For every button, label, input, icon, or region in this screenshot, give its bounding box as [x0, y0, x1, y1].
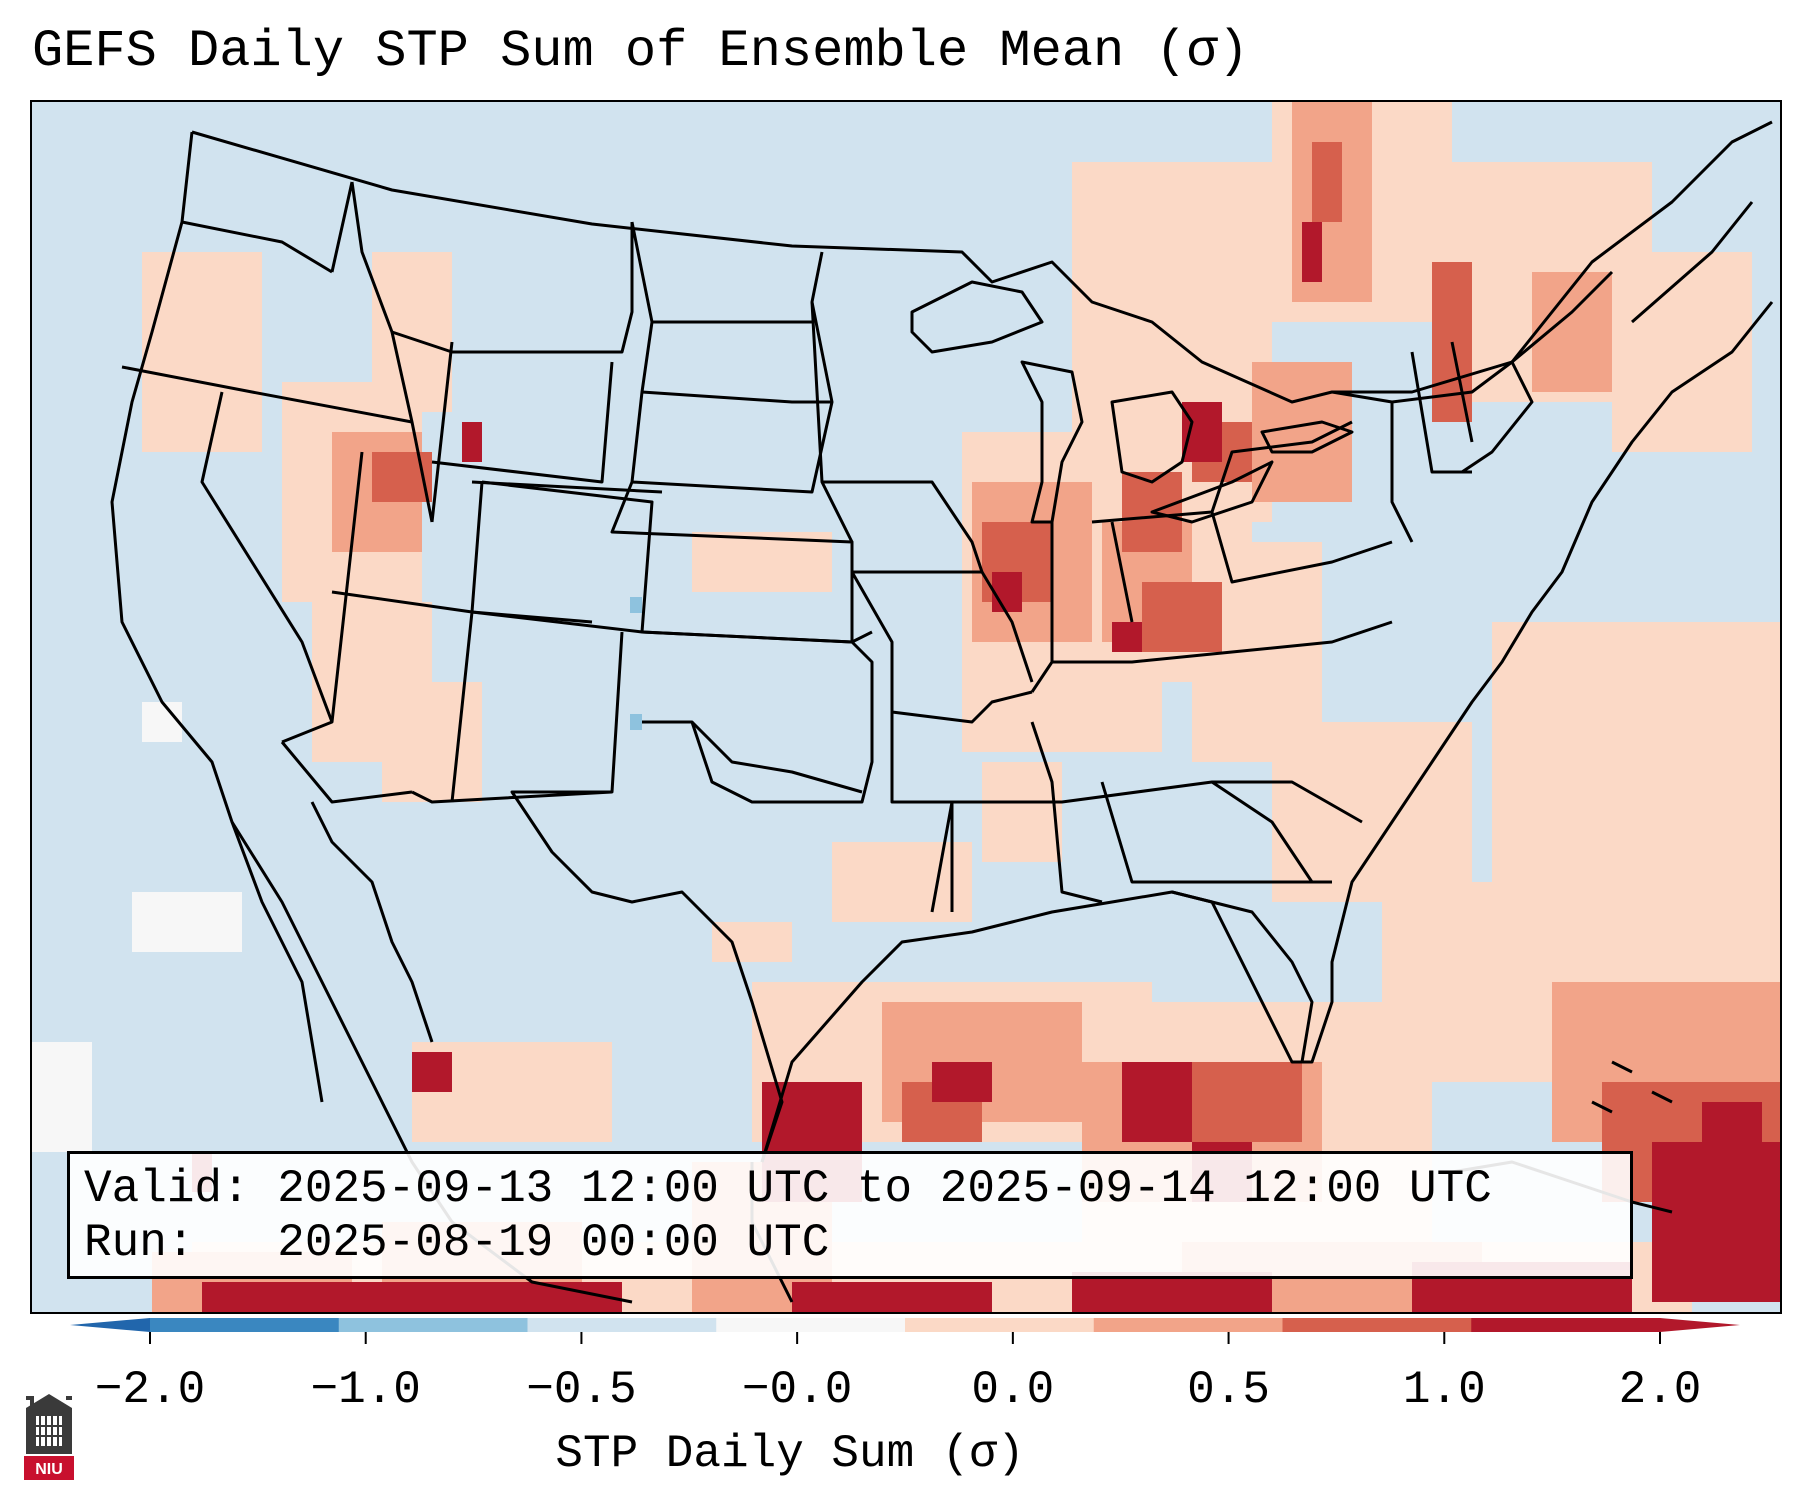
colorbar-extend-high — [1660, 1318, 1740, 1332]
border-dakotas — [630, 221, 834, 494]
shading-negative — [630, 597, 642, 730]
shading-neutral — [32, 702, 242, 1152]
colorbar-bin — [1471, 1318, 1661, 1332]
valid-time-line: Valid: 2025-09-13 12:00 UTC to 2025-09-1… — [84, 1163, 1492, 1215]
great-lakes — [910, 280, 1354, 524]
florida — [1171, 890, 1314, 1063]
colorbar-tick-label: −2.0 — [94, 1364, 206, 1416]
stp-shading-layer — [32, 102, 1780, 1312]
boundary-lines — [110, 120, 1774, 1304]
us-canada-border — [191, 130, 1614, 404]
page-title: GEFS Daily STP Sum of Ensemble Mean (σ) — [32, 22, 1249, 81]
colorbar-tick-label: −0.5 — [526, 1364, 637, 1416]
colorbar-tick-label: −0.0 — [741, 1364, 853, 1416]
border-mt — [391, 222, 634, 354]
colorbar-bin — [338, 1318, 528, 1332]
valid-run-infobox: Valid: 2025-09-13 12:00 UTC to 2025-09-1… — [67, 1151, 1633, 1279]
border-southeast — [930, 620, 1393, 913]
border-or-ca-nv — [121, 365, 413, 424]
colorbar-bins — [150, 1318, 1661, 1332]
border-ne-ks-ok — [610, 481, 874, 804]
colorbar-tick-label: −1.0 — [310, 1364, 421, 1416]
colorbar — [70, 1318, 1740, 1344]
border-ohio-valley — [980, 420, 1393, 683]
colorbar-bin — [716, 1318, 906, 1332]
mexico-outline — [230, 741, 794, 1304]
colorbar-tick-label: 0.0 — [971, 1364, 1055, 1416]
colorbar-bin — [905, 1318, 1095, 1332]
logo-text: NIU — [35, 1461, 63, 1478]
colorbar-bin — [1282, 1318, 1472, 1332]
colorbar-extend-low — [70, 1318, 150, 1332]
colorbar-tick-label: 2.0 — [1618, 1364, 1702, 1416]
border-midwest — [810, 301, 1033, 912]
colorbar-tick-label: 1.0 — [1402, 1364, 1486, 1416]
border-wa-or — [181, 220, 333, 274]
map-svg — [32, 102, 1780, 1312]
colorbar-bin — [1093, 1318, 1283, 1332]
colorbar-bin — [150, 1318, 340, 1332]
run-time-line: Run: 2025-08-19 00:00 UTC — [84, 1217, 830, 1269]
colorbar-label: STP Daily Sum (σ) — [555, 1428, 1025, 1480]
niu-logo: NIU — [24, 1394, 74, 1480]
border-wy — [430, 341, 614, 523]
map-panel — [30, 100, 1782, 1314]
colorbar-tick-label: 0.5 — [1187, 1364, 1270, 1416]
border-nm-tx — [411, 631, 784, 1163]
gulf-coast — [760, 301, 1774, 1163]
canada-coast — [1510, 120, 1773, 363]
border-ca-nv — [200, 391, 334, 723]
colorbar-tick-marks — [149, 1332, 1661, 1344]
west-coast — [110, 131, 324, 1103]
bahamas — [1591, 1060, 1673, 1114]
border-northeast — [1331, 341, 1534, 543]
border-red-river — [690, 720, 863, 794]
colorbar-bin — [527, 1318, 717, 1332]
border-nv-ut — [281, 451, 364, 744]
